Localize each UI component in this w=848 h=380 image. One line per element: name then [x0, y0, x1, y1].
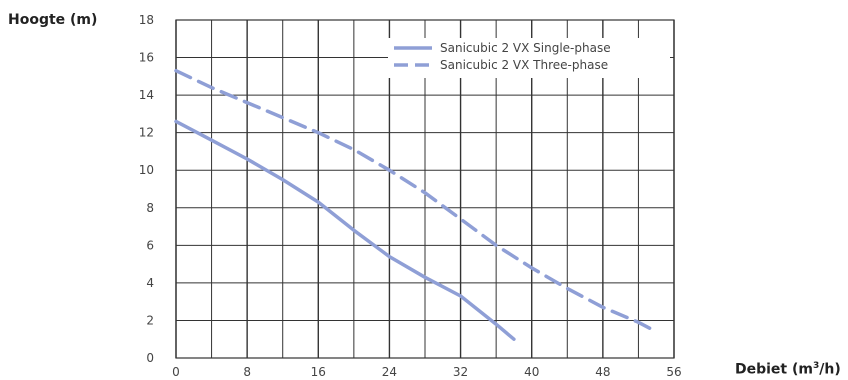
y-tick-label: 6	[146, 238, 154, 252]
x-tick-label: 8	[243, 365, 251, 379]
x-tick-label: 24	[382, 365, 397, 379]
x-tick-label: 32	[453, 365, 468, 379]
y-tick-label: 18	[139, 13, 154, 27]
y-tick-label: 8	[146, 201, 154, 215]
y-tick-label: 4	[146, 276, 154, 290]
x-axis-label-superscript: 3	[812, 361, 820, 371]
x-tick-label: 0	[172, 365, 180, 379]
y-tick-label: 10	[139, 163, 154, 177]
x-axis-label-main: Debiet (m	[735, 361, 813, 378]
y-tick-label: 0	[146, 351, 154, 365]
series-lines	[174, 68, 658, 341]
legend: Sanicubic 2 VX Single-phase Sanicubic 2 V…	[388, 38, 670, 78]
x-tick-label: 48	[595, 365, 610, 379]
y-tick-label: 2	[146, 313, 154, 327]
series-line-single-phase	[174, 119, 516, 341]
y-tick-labels: 0 2 4 6 8 10 12 14 16 18	[139, 13, 154, 365]
y-tick-label: 12	[139, 126, 154, 140]
y-tick-label: 14	[139, 88, 154, 102]
x-tick-label: 16	[311, 365, 326, 379]
x-tick-label: 56	[666, 365, 681, 379]
y-tick-label: 16	[139, 51, 154, 65]
legend-label: Sanicubic 2 VX Single-phase	[440, 41, 611, 55]
plot-frame	[175, 19, 675, 359]
series-line-three-phase	[174, 68, 658, 334]
legend-background	[388, 38, 670, 78]
x-tick-labels: 0 8 16 24 32 40 48 56	[172, 365, 681, 379]
legend-label: Sanicubic 2 VX Three-phase	[440, 58, 608, 72]
x-axis-label: Debiet (m3/h)	[735, 361, 841, 378]
x-axis-label-end: /h)	[819, 361, 841, 378]
y-axis-label: Hoogte (m)	[8, 12, 98, 28]
x-tick-label: 40	[524, 365, 539, 379]
